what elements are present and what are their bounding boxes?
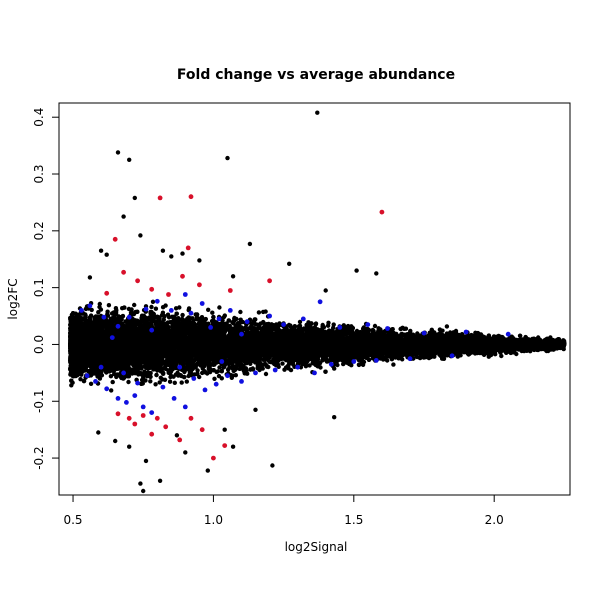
data-point <box>444 324 450 329</box>
data-point <box>217 305 222 310</box>
data-point <box>150 299 156 304</box>
data-point <box>212 376 217 381</box>
data-point <box>148 379 153 384</box>
data-point <box>233 373 238 378</box>
data-point <box>172 380 177 385</box>
data-point <box>372 323 378 329</box>
data-point <box>331 322 336 327</box>
data-point <box>391 362 396 367</box>
data-point <box>179 380 184 385</box>
data-point <box>132 302 137 308</box>
points-layer <box>68 110 567 494</box>
data-point <box>184 379 189 384</box>
data-point <box>143 378 148 383</box>
data-point <box>109 388 114 393</box>
data-point <box>448 330 453 335</box>
data-point <box>110 379 115 385</box>
data-point <box>167 379 173 384</box>
data-point <box>238 309 243 315</box>
data-point <box>325 323 331 328</box>
chart-title: Fold change vs average abundance <box>177 67 455 83</box>
data-point <box>149 304 154 310</box>
data-point <box>126 379 131 385</box>
